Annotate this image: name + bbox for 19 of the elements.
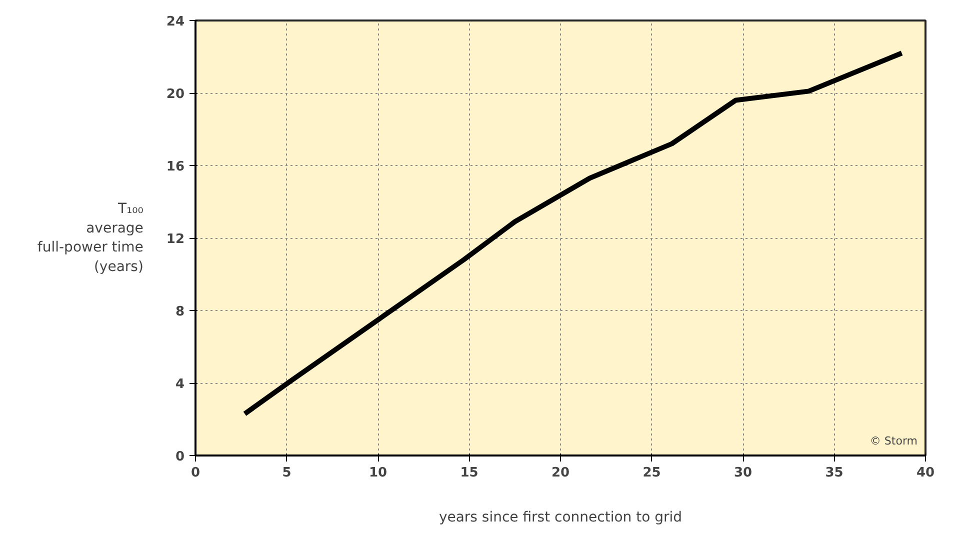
x-tick-label: 15 bbox=[460, 466, 478, 480]
y-axis-title: T₁₀₀ average full-power time (years) bbox=[37, 201, 144, 275]
x-tick-label: 35 bbox=[825, 466, 844, 480]
x-tick-label: 10 bbox=[368, 466, 388, 480]
x-tick-label: 5 bbox=[282, 466, 292, 480]
x-tick-label: 25 bbox=[642, 466, 661, 480]
y-tick-label: 0 bbox=[175, 450, 184, 464]
x-axis-title: years since first connection to grid bbox=[438, 510, 682, 526]
y-tick-label: 24 bbox=[166, 14, 185, 30]
y-tick-label: 8 bbox=[175, 304, 184, 320]
y-tick-label: 4 bbox=[175, 377, 184, 392]
y-tick-label: 20 bbox=[166, 87, 185, 102]
x-tick-label: 20 bbox=[551, 466, 570, 480]
x-tick-label: 0 bbox=[190, 466, 200, 480]
annotation: © Storm bbox=[870, 434, 918, 448]
x-tick-label: 30 bbox=[734, 466, 752, 480]
y-tick-label: 16 bbox=[166, 160, 185, 174]
x-tick-label: 40 bbox=[916, 466, 935, 480]
y-tick-label: 12 bbox=[166, 232, 185, 247]
